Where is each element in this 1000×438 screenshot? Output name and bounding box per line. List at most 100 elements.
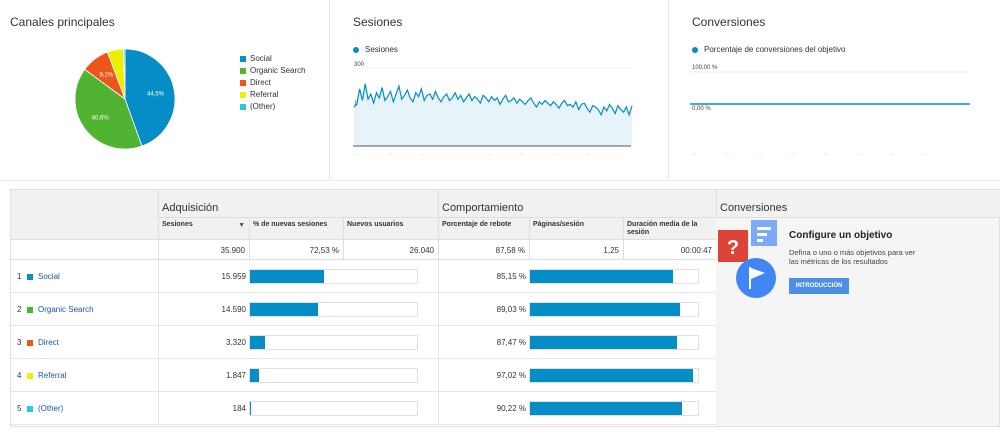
x-tick-label: ... (487, 151, 491, 157)
x-tick-label: ... (520, 151, 524, 157)
legend-swatch-icon (240, 92, 246, 98)
bounce-bar-fill (530, 303, 680, 316)
table-row: 2 Organic Search 14.590 89,03 % (11, 293, 716, 326)
channels-table: Adquisición Comportamiento Conversiones … (10, 189, 1000, 427)
channel-link[interactable]: Organic Search (38, 305, 94, 314)
channel-link[interactable]: Direct (38, 338, 59, 347)
channel-link[interactable]: (Other) (38, 404, 64, 413)
legend-item[interactable]: Organic Search (240, 65, 306, 77)
column-header-row: Sesiones ▼ % de nuevas sesiones Nuevos us… (11, 218, 716, 240)
x-tick-label: ... (890, 151, 894, 157)
x-tick-label: ... (692, 151, 696, 157)
legend-label: (Other) (250, 102, 276, 111)
cell-bounce-rate: 90,22 % (496, 404, 526, 413)
table-row: 5 (Other) 184 90,22 % (11, 392, 716, 425)
x-tick-label: ... (421, 151, 425, 157)
x-tick-label: ... (388, 151, 392, 157)
cell-divider (438, 359, 439, 392)
cell-bounce-rate: 97,02 % (496, 371, 526, 380)
row-dimension: 3 Direct (17, 326, 59, 359)
legend-item[interactable]: (Other) (240, 101, 306, 113)
cell-sessions: 184 (232, 404, 246, 413)
goal-promo-description: Defina o uno o más objetivos para ver la… (789, 248, 916, 266)
x-tick-label: ... (758, 151, 762, 157)
total-new-sessions-pct: 72,53 % (249, 240, 343, 260)
row-number: 1 (17, 272, 22, 281)
goal-illustration-icon: ? (718, 220, 777, 298)
x-tick-label: ... (454, 151, 458, 157)
cell-divider (158, 359, 159, 392)
legend-item[interactable]: Direct (240, 77, 306, 89)
row-number: 2 (17, 305, 22, 314)
channel-swatch-icon (27, 372, 33, 379)
legend-item[interactable]: Referral (240, 89, 306, 101)
channel-link[interactable]: Social (38, 272, 60, 281)
col-bounce-rate[interactable]: Porcentaje de rebote (438, 218, 529, 240)
legend-label: Referral (250, 90, 279, 99)
sessions-series-label: Sesiones (365, 45, 398, 54)
legend-swatch-icon (240, 56, 246, 62)
legend-label: Organic Search (250, 66, 306, 75)
sort-desc-icon: ▼ (238, 222, 245, 229)
cell-divider (158, 260, 159, 293)
bounce-bar-track (529, 269, 699, 284)
cell-divider (438, 326, 439, 359)
sessions-line[interactable] (353, 83, 633, 117)
sessions-area (354, 83, 632, 146)
bounce-bar-track (529, 302, 699, 317)
pie-slice-organic-search[interactable] (74, 68, 143, 150)
sessions-title: Sesiones (353, 15, 403, 29)
legend-label: Direct (250, 78, 271, 87)
total-sessions: 35.900 (158, 240, 249, 260)
col-pages-per-session[interactable]: Páginas/sesión (529, 218, 623, 240)
legend-item[interactable]: Social (240, 53, 306, 65)
row-dimension: 2 Organic Search (17, 293, 94, 326)
channel-link[interactable]: Referral (38, 371, 67, 380)
bounce-bar-track (529, 368, 699, 383)
sessions-bar-fill (250, 402, 251, 415)
pie-slice-label: 9,2% (99, 72, 113, 78)
sessions-area-chart: 150300........................ (353, 62, 633, 157)
pie-slice-label: 44,5% (147, 92, 165, 98)
cell-bounce-rate: 89,03 % (496, 305, 526, 314)
row-dimension: 1 Social (17, 260, 60, 293)
col-avg-duration[interactable]: Duración media de la sesión (623, 218, 716, 240)
total-bounce-rate: 87,58 % (438, 240, 529, 260)
cell-divider (158, 326, 159, 359)
sessions-bar-fill (250, 270, 325, 283)
dashboard-top: Canales principales 44,5% 40,6% 9,2% Socia… (0, 0, 1000, 180)
col-new-sessions-pct[interactable]: % de nuevas sesiones (249, 218, 343, 240)
total-avg-duration: 00:00:47 (623, 240, 716, 260)
sessions-legend: Sesiones (353, 45, 398, 54)
series-dot-icon (353, 46, 359, 53)
sessions-bar-track (249, 269, 418, 284)
introduction-button[interactable]: INTRODUCCIÓN (789, 278, 849, 294)
row-number: 3 (17, 338, 22, 347)
group-behavior: Comportamiento (438, 190, 716, 218)
conversions-legend: Porcentaje de conversiones del objetivo (692, 45, 845, 54)
y-tick-label: 100,00 % (692, 65, 718, 71)
row-number: 5 (17, 404, 22, 413)
x-tick-label: ... (553, 151, 557, 157)
col-sessions[interactable]: Sesiones ▼ (158, 218, 249, 240)
section-divider (0, 180, 1000, 181)
pie-slice-other[interactable] (123, 48, 126, 100)
channel-swatch-icon (27, 273, 33, 280)
channel-swatch-icon (27, 306, 33, 313)
cell-sessions: 3.320 (225, 338, 246, 347)
totals-row: 35.900 72,53 % 26.040 87,58 % 1,25 00:00… (11, 240, 716, 260)
cell-bounce-rate: 85,15 % (496, 272, 526, 281)
channels-legend: Social Organic Search Direct Referral (Other… (240, 53, 306, 113)
cell-sessions: 14.590 (221, 305, 246, 314)
sessions-bar-fill (250, 369, 259, 382)
y-tick-label: 300 (354, 62, 365, 68)
channels-title: Canales principales (10, 15, 115, 29)
svg-text:?: ? (727, 237, 739, 259)
conversions-series-label: Porcentaje de conversiones del objetivo (704, 45, 846, 54)
bounce-bar-fill (530, 369, 693, 382)
bounce-bar-track (529, 401, 699, 416)
col-new-users[interactable]: Nuevos usuarios (343, 218, 438, 240)
conversions-panel: Conversiones Porcentaje de conversiones … (669, 0, 1000, 180)
table-row: 4 Referral 1.847 97,02 % (11, 359, 716, 392)
pie-slice-social[interactable] (124, 48, 176, 147)
